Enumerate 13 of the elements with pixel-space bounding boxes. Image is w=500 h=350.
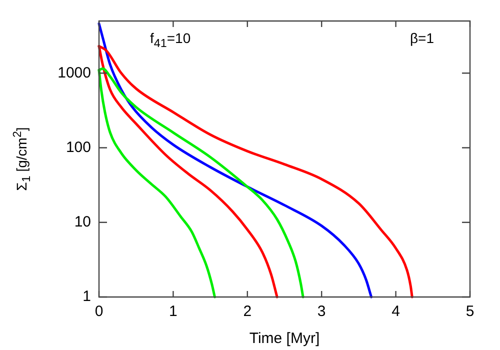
x-tick-label: 5 <box>466 303 474 320</box>
y-tick-label: 100 <box>66 138 91 156</box>
x-tick-label: 4 <box>392 303 400 320</box>
annotation: f$_{41}$=10 <box>150 30 191 50</box>
x-tick-label: 0 <box>94 303 104 320</box>
y-tick-label: 1000 <box>58 64 91 82</box>
annotation: β=1 <box>410 30 434 46</box>
x-tick-label: 3 <box>317 303 326 320</box>
y-tick-label: 10 <box>74 214 91 231</box>
x-tick-label: 1 <box>169 303 178 320</box>
y-tick-label: 1 <box>82 288 91 306</box>
x-tick-label: 2 <box>243 303 252 320</box>
x-axis-title: Time [Myr] <box>249 330 320 348</box>
